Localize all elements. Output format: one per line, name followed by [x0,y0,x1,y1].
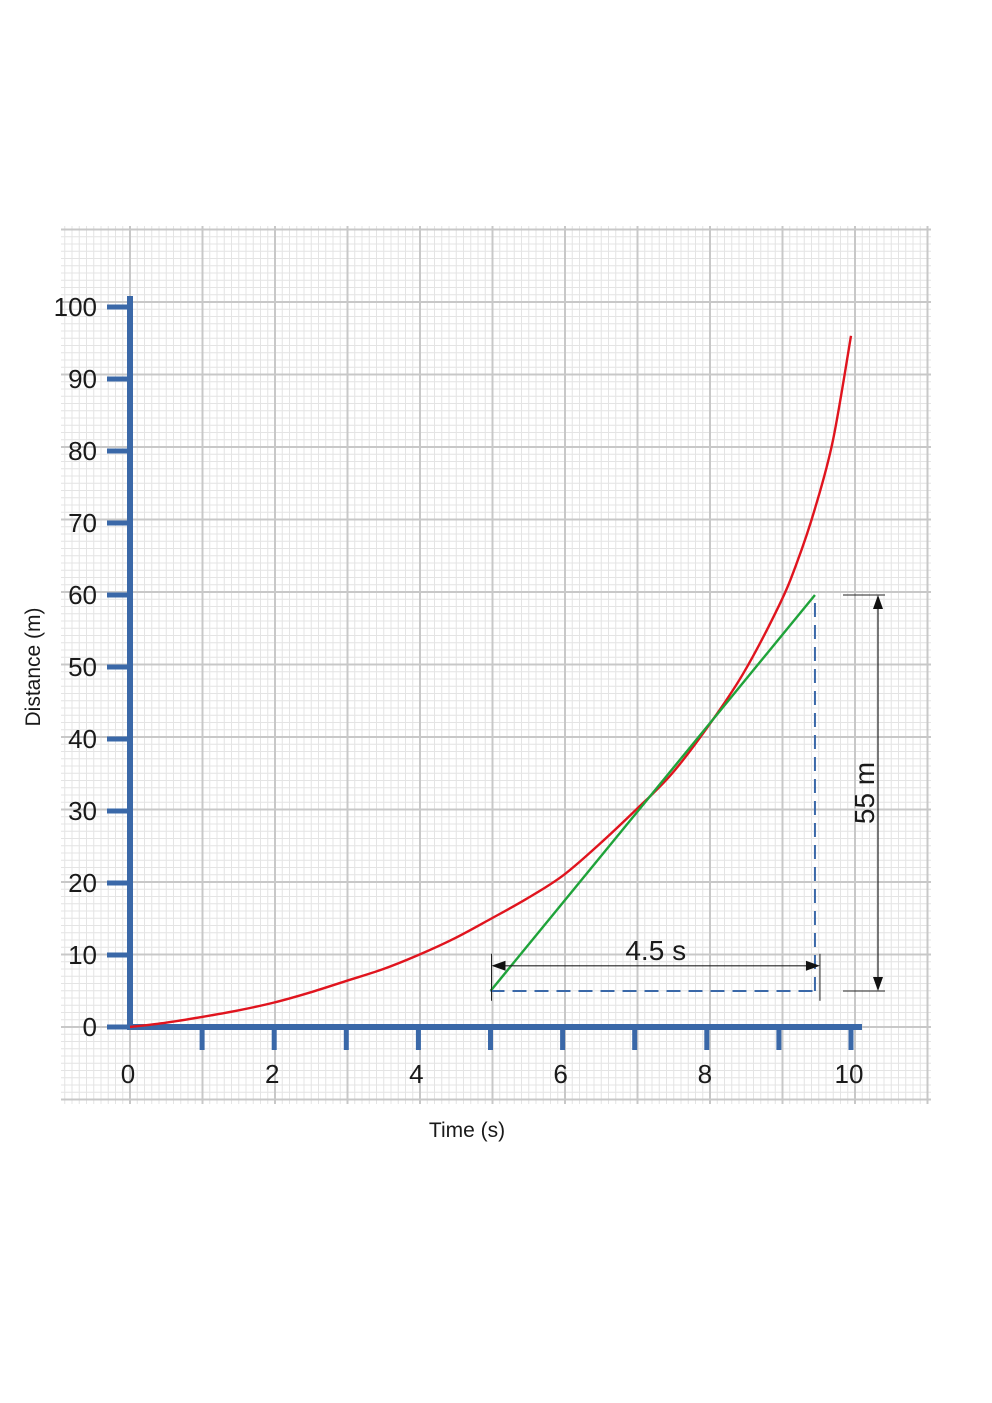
x-tick-label: 2 [265,1059,279,1089]
y-tick-label: 40 [68,724,97,754]
distance-curve [129,335,853,1029]
axes [107,296,862,1050]
y-tick-label: 80 [68,436,97,466]
y-tick-label: 70 [68,508,97,538]
distance-arrowhead-bottom [873,977,883,991]
y-axis-title: Distance (m) [22,607,45,726]
x-tick-label: 6 [553,1059,567,1089]
x-tick-label: 8 [698,1059,712,1089]
distance-interval-label: 55 m [849,762,880,824]
time-arrowhead-right [805,960,820,971]
x-tick-label: 0 [121,1059,135,1089]
distance-arrowhead-top [873,595,883,609]
time-arrowhead-left [491,960,506,971]
tick-labels: 0 10 20 30 40 50 60 70 80 90 100 0 2 4 6 8 10 [54,292,864,1089]
y-tick-label: 50 [68,652,97,682]
y-tick-label: 60 [68,580,97,610]
y-tick-label: 90 [68,364,97,394]
annotations: 4.5 s 55 m [490,594,885,1001]
y-tick-label: 100 [54,292,97,322]
y-tick-label: 30 [68,796,97,826]
time-interval-label: 4.5 s [625,935,686,966]
grid [61,226,931,1104]
y-tick-label: 0 [83,1012,97,1042]
y-tick-label: 20 [68,868,97,898]
tangent-line [489,594,816,992]
x-axis-title: Time (s) [429,1119,505,1142]
x-tick-label: 10 [835,1059,864,1089]
x-tick-label: 4 [409,1059,423,1089]
y-tick-label: 10 [68,940,97,970]
plot-series [129,335,853,1029]
